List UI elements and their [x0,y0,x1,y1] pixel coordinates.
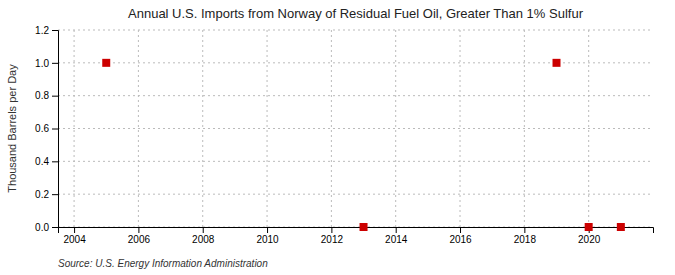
y-axis-title: Thousand Barrels per Day [6,64,18,193]
grid [58,30,653,227]
x-tick-mark [267,227,268,233]
point [553,59,561,67]
y-tick: 0.2 [35,189,58,200]
y-tick-mark [52,63,58,64]
x-tick-label: 2006 [128,234,151,245]
grid-line-y [58,30,653,31]
point [102,59,110,67]
x-tick-label: 2016 [449,234,472,245]
y-tick-label: 1.2 [35,25,49,36]
y-tick-label: 0.6 [35,123,49,134]
grid-line-x [395,30,396,227]
data-marks [102,59,625,231]
plot-area: 2004200620082010201220142016201820200.00… [35,25,653,245]
x-tick-mark [138,227,139,233]
grid-line-x [267,30,268,227]
grid-line-x [138,30,139,227]
y-tick-mark [52,30,58,31]
chart-title: Annual U.S. Imports from Norway of Resid… [128,6,584,21]
grid-line-y [58,62,653,63]
x-tick-mark [460,227,461,233]
point [360,223,368,231]
x-tick-label: 2004 [63,234,86,245]
y-tick-mark [52,96,58,97]
chart-container: 2004200620082010201220142016201820200.00… [0,0,675,275]
y-axis: 0.0 0.2 0.4 0.6 0.8 1.0 1.2 [35,25,58,233]
x-tick: 2016 [449,227,472,245]
x-tick: 2006 [128,227,151,245]
y-tick-label: 0.2 [35,189,49,200]
x-tick-mark [524,227,525,233]
chart-svg: 2004200620082010201220142016201820200.00… [0,0,675,275]
x-axis: 2004 2006 2008 2010 2012 2014 2016 2018 2020 [59,227,654,245]
x-tick: 2008 [192,227,215,245]
grid-line-y [58,161,653,162]
grid-line-x [331,30,332,227]
y-tick: 0.6 [35,123,58,134]
grid-line-y [58,194,653,195]
point [585,223,593,231]
y-axis-line [52,31,59,228]
x-tick: 2004 [63,227,86,245]
x-tick: 2018 [514,227,537,245]
y-tick-label: 0.0 [35,222,49,233]
grid-line-y [58,128,653,129]
x-tick-mark [74,227,75,233]
grid-line-x [524,30,525,227]
grid-line-x [460,30,461,227]
y-tick-label: 0.8 [35,90,49,101]
y-tick: 0.0 [35,222,58,233]
x-tick: 2010 [256,227,279,245]
y-tick-mark [52,161,58,162]
point [617,223,625,231]
y-tick: 0.8 [35,90,58,101]
x-tick-mark [331,227,332,233]
x-tick-label: 2012 [321,234,344,245]
y-tick-mark [52,194,58,195]
x-tick-mark [203,227,204,233]
x-tick: 2014 [385,227,408,245]
x-tick-label: 2010 [256,234,279,245]
x-tick-mark [396,227,397,233]
x-tick-label: 2020 [578,234,601,245]
grid-line-x [588,30,589,227]
x-tick: 2012 [321,227,344,245]
grid-line-y [58,95,653,96]
grid-line-x [202,30,203,227]
x-tick-label: 2018 [514,234,537,245]
y-tick-mark [52,227,58,228]
annotation: Source: U.S. Energy Information Administ… [58,258,268,269]
y-tick: 1.0 [35,58,58,69]
y-tick-label: 1.0 [35,58,49,69]
x-tick-label: 2014 [385,234,408,245]
y-tick-label: 0.4 [35,156,49,167]
y-tick: 0.4 [35,156,58,167]
x-axis-line [59,228,654,234]
x-tick-label: 2008 [192,234,215,245]
y-tick-mark [52,129,58,130]
grid-line-x [74,30,75,227]
y-tick: 1.2 [35,25,58,36]
